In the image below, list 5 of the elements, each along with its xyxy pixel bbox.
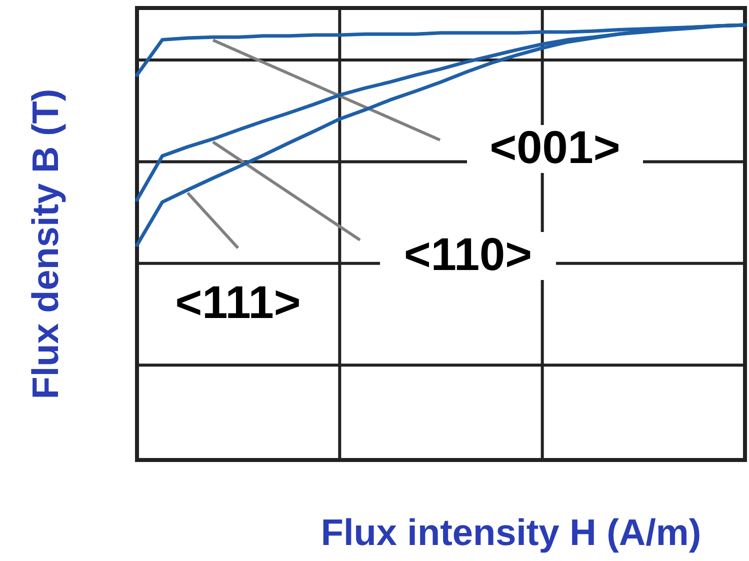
y-axis-title: Flux density B (T) (25, 88, 66, 400)
text: <110> (404, 228, 532, 280)
series-label: <001> (490, 121, 620, 173)
series-label: <111> (175, 276, 301, 328)
x-axis-title: Flux intensity H (A/m) (320, 512, 702, 553)
